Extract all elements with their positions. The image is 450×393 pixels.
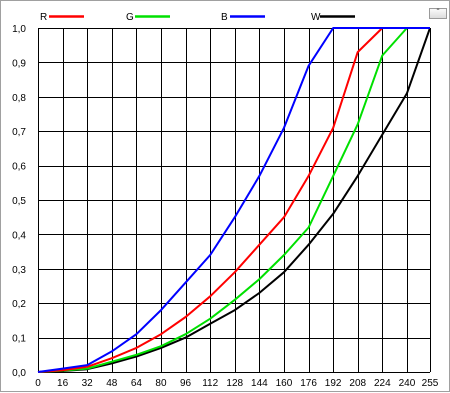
- x-tick-label: 16: [57, 378, 69, 389]
- x-tick-label: 48: [106, 378, 118, 389]
- x-tick-label: 128: [226, 378, 243, 389]
- x-tick-label: 144: [251, 378, 268, 389]
- legend-label-b: B: [221, 12, 228, 23]
- x-tick-label: 32: [82, 378, 94, 389]
- x-tick-label: 240: [399, 378, 416, 389]
- y-tick-label: 0,2: [12, 299, 26, 310]
- corner-menu-button-label: -: [436, 4, 440, 15]
- x-tick-label: 112: [202, 378, 218, 389]
- legend-label-r: R: [40, 12, 47, 23]
- series-line-g: [37, 27, 430, 373]
- y-tick-label: 0,4: [12, 230, 26, 241]
- legend-label-w: W: [311, 12, 321, 23]
- y-tick-label: 0,5: [12, 196, 26, 207]
- x-tick-label: 176: [300, 378, 317, 389]
- series-line-r: [37, 27, 430, 373]
- legend-label-g: G: [126, 12, 134, 23]
- y-tick-label: 0,9: [12, 58, 26, 69]
- x-tick-label: 96: [180, 378, 192, 389]
- x-tick-label: 160: [276, 378, 293, 389]
- x-tick-label: 64: [131, 378, 143, 389]
- series-line-b: [37, 27, 430, 373]
- y-tick-label: 1,0: [12, 24, 26, 35]
- x-tick-label: 80: [155, 378, 167, 389]
- x-tick-label: 0: [35, 378, 41, 389]
- x-tick-label: 255: [422, 378, 439, 389]
- y-tick-label: 0,8: [12, 93, 26, 104]
- y-tick-label: 0,3: [12, 265, 26, 276]
- x-tick-label: 192: [325, 378, 342, 389]
- y-tick-label: 0,6: [12, 162, 26, 173]
- corner-menu-button[interactable]: -: [429, 4, 447, 19]
- y-tick-label: 0,7: [12, 127, 26, 138]
- x-tick-label: 208: [349, 378, 366, 389]
- series-line-w: [37, 27, 431, 373]
- y-tick-label: 0,0: [12, 368, 26, 379]
- x-tick-label: 224: [374, 378, 391, 389]
- y-tick-label: 0,1: [12, 334, 26, 345]
